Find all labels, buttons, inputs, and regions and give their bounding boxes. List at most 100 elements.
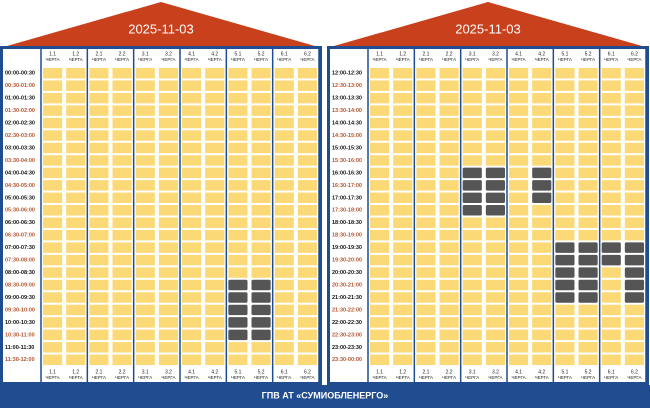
cell-on: [135, 167, 155, 179]
cell-on: [205, 242, 225, 253]
time-label: 11:00-11:30: [5, 345, 34, 351]
cell-on: [205, 155, 225, 166]
header-bottom-group: 2.1: [95, 369, 102, 375]
cell-on: [416, 242, 436, 253]
cell-on: [251, 167, 271, 179]
header-bottom-group: 5.2: [258, 369, 265, 375]
header-bottom-group: 5.1: [561, 369, 568, 375]
time-label: 03:30-04:00: [5, 158, 35, 164]
time-label: 15:30-16:00: [332, 158, 362, 164]
cell-on: [135, 354, 155, 365]
header-bottom-label: ЧЕРГА: [231, 375, 245, 380]
cell-on: [393, 68, 413, 79]
cell-on: [393, 155, 413, 166]
cell-on: [182, 68, 202, 79]
cell-on: [485, 354, 505, 365]
footer-bar: [0, 385, 650, 408]
cell-on: [158, 354, 178, 365]
cell-on: [370, 217, 390, 228]
cell-on: [43, 68, 63, 79]
cell-on: [66, 304, 86, 316]
cell-on: [462, 329, 482, 341]
cell-on: [509, 105, 529, 116]
header-top-label: ЧЕРГА: [488, 57, 502, 62]
cell-off: [462, 167, 482, 179]
cell-on: [66, 254, 86, 266]
header-bottom-group: 2.2: [446, 369, 453, 375]
header-bottom-group: 3.1: [142, 369, 149, 375]
cell-on: [274, 92, 294, 104]
cell-on: [393, 217, 413, 228]
cell-on: [485, 92, 505, 104]
header-bottom-group: 1.1: [49, 369, 56, 375]
header-top-label: ЧЕРГА: [581, 57, 595, 62]
cell-off: [532, 180, 552, 191]
header-top-label: ЧЕРГА: [46, 57, 60, 62]
cell-on: [439, 80, 459, 91]
cell-on: [393, 279, 413, 291]
cell-on: [509, 217, 529, 228]
time-label: 19:00-19:30: [332, 245, 362, 251]
cell-on: [274, 68, 294, 79]
cell-on: [439, 317, 459, 328]
cell-on: [297, 130, 317, 141]
cell-off: [624, 292, 644, 303]
cell-on: [89, 68, 109, 79]
cell-on: [112, 292, 132, 303]
cell-on: [601, 117, 621, 129]
cell-on: [228, 254, 248, 266]
cell-on: [274, 205, 294, 216]
time-label: 08:00-08:30: [5, 270, 35, 276]
time-label: 13:00-13:30: [332, 96, 362, 102]
cell-on: [274, 354, 294, 365]
cell-off: [228, 317, 248, 328]
cell-on: [601, 217, 621, 228]
header-bottom-label: ЧЕРГА: [69, 375, 83, 380]
header-top-label: ЧЕРГА: [419, 57, 433, 62]
cell-on: [89, 180, 109, 191]
cell-on: [393, 317, 413, 328]
cell-on: [205, 180, 225, 191]
cell-on: [416, 105, 436, 116]
cell-on: [66, 267, 86, 278]
cell-on: [274, 105, 294, 116]
header-bottom-label: ЧЕРГА: [208, 375, 222, 380]
cell-on: [485, 342, 505, 353]
cell-on: [601, 92, 621, 104]
cell-on: [205, 130, 225, 141]
cell-on: [43, 354, 63, 365]
cell-on: [66, 217, 86, 228]
cell-on: [532, 329, 552, 341]
cell-on: [274, 304, 294, 316]
header-top-label: ЧЕРГА: [442, 57, 456, 62]
time-label: 18:00-18:30: [332, 220, 362, 226]
cell-on: [251, 254, 271, 266]
cell-on: [135, 155, 155, 166]
cell-on: [112, 155, 132, 166]
cell-on: [532, 304, 552, 316]
time-label: 06:30-07:00: [5, 233, 35, 239]
cell-on: [393, 192, 413, 204]
cell-on: [578, 130, 598, 141]
cell-on: [462, 229, 482, 241]
time-label: 21:30-22:00: [332, 307, 362, 313]
cell-on: [370, 117, 390, 129]
cell-on: [274, 342, 294, 353]
roof: [327, 2, 649, 48]
cell-on: [416, 329, 436, 341]
cell-on: [393, 254, 413, 266]
header-bottom-label: ЧЕРГА: [254, 375, 268, 380]
cell-on: [43, 217, 63, 228]
cell-on: [112, 205, 132, 216]
header-bottom-label: ЧЕРГА: [138, 375, 152, 380]
cell-on: [182, 130, 202, 141]
cell-on: [205, 217, 225, 228]
cell-on: [393, 229, 413, 241]
cell-on: [158, 342, 178, 353]
time-label: 12:30-13:00: [332, 83, 362, 89]
time-label: 07:30-08:00: [5, 258, 35, 264]
cell-on: [89, 317, 109, 328]
cell-on: [439, 304, 459, 316]
cell-on: [251, 354, 271, 365]
cell-on: [555, 192, 575, 204]
